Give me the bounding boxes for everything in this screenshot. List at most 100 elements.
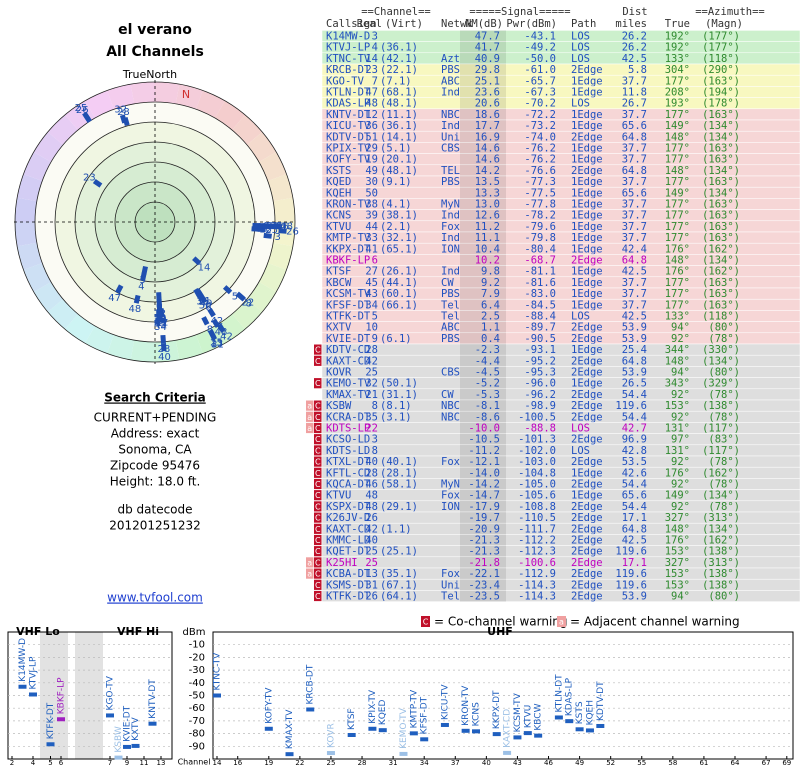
cell-virt: (42.1) (380, 53, 418, 65)
cell-magn: (80°) (708, 367, 740, 379)
cell-dist: 42.5 (622, 53, 647, 65)
cell-real: 48 (365, 98, 378, 110)
cell-true: 177° (665, 299, 690, 311)
cell-dist: 53.9 (622, 333, 647, 345)
warning-flag-letter: C (315, 592, 321, 601)
polar-label: 43 (154, 320, 167, 331)
cell-dist: 37.7 (622, 210, 647, 222)
cell-netwk: Uni (441, 131, 460, 143)
cell-nm: -8.6 (475, 411, 500, 423)
nm-column-shade (460, 310, 506, 322)
cell-pwr: -80.4 (524, 243, 556, 255)
cell-netwk: ABC (441, 75, 460, 87)
cell-pwr: -68.7 (524, 255, 556, 267)
cell-true: 131° (665, 445, 690, 457)
cell-netwk: Tel (441, 299, 460, 311)
station-bar (534, 733, 543, 738)
warning-flag (314, 512, 322, 523)
cell-pwr: -79.8 (524, 232, 556, 244)
cell-magn: (163°) (702, 109, 740, 121)
cell-true: 208° (665, 87, 690, 99)
cell-real: 3 (372, 434, 378, 446)
cell-callsign: KSMS-DT (326, 579, 371, 591)
station-label: KMTP-TV (409, 689, 419, 728)
cell-true: 176° (665, 243, 690, 255)
warning-flag (314, 400, 322, 411)
cell-path: 1Edge (571, 210, 603, 222)
cell-nm: 10.4 (475, 243, 500, 255)
cell-dist: 119.6 (615, 579, 647, 591)
cell-pwr: -105.6 (518, 490, 556, 502)
cell-magn: (78°) (708, 501, 740, 513)
cell-path: 1Edge (571, 154, 603, 166)
cell-magn: (138°) (702, 400, 740, 412)
cell-callsign: KAXT-CD (326, 355, 370, 367)
cell-virt: (36.1) (380, 42, 418, 54)
cell-pwr: -103.0 (518, 456, 556, 468)
cell-path: 2Edge (571, 512, 603, 524)
polar-marker (115, 284, 124, 294)
warning-flag-letter: a (307, 402, 312, 411)
cell-pwr: -76.2 (524, 143, 556, 155)
cell-path: 2Edge (571, 535, 603, 547)
nm-column-shade (460, 377, 506, 389)
cell-true: 176° (665, 266, 690, 278)
nm-column-shade (460, 243, 506, 255)
cell-netwk: CBS (441, 143, 460, 155)
nm-column-shade (460, 500, 506, 512)
cell-nm: 9.2 (481, 277, 500, 289)
column-header: Path (571, 18, 596, 30)
warning-flag (314, 344, 322, 355)
north-label: TrueNorth (122, 68, 177, 81)
x-tick-label: 28 (358, 759, 367, 767)
cell-magn: (162°) (702, 243, 740, 255)
cell-path: 1Edge (571, 176, 603, 188)
station-label: KCSM-TV (513, 692, 523, 732)
x-tick-label: 14 (213, 759, 222, 767)
column-header: (Virt) (385, 18, 423, 30)
polar-label: 31 (211, 340, 224, 351)
cell-pwr: -112.9 (518, 568, 556, 580)
cell-dist: 119.6 (615, 400, 647, 412)
cell-true: 327° (665, 557, 690, 569)
cell-pwr: -95.2 (524, 355, 556, 367)
cell-path: 1Edge (571, 344, 603, 356)
station-table: ==Channel== =====Signal===== Dist ==Azimuth… (306, 6, 800, 603)
warning-flag (306, 568, 314, 579)
cell-callsign: KMAX-TV (326, 389, 371, 401)
cell-magn: (78°) (708, 456, 740, 468)
nm-column-shade (460, 187, 506, 199)
station-bar (57, 717, 65, 722)
polar-marker (208, 331, 218, 341)
column-header: Pwr(dBm) (506, 18, 557, 30)
cell-netwk: Ind (441, 232, 460, 244)
site-link[interactable]: www.tvfool.com (107, 591, 203, 605)
nm-column-shade (460, 220, 506, 232)
cell-path: 2Edge (571, 355, 603, 367)
cell-nm: 40.9 (475, 53, 500, 65)
y-tick-label: -90 (189, 741, 205, 752)
cell-virt: (58.1) (380, 479, 418, 491)
nm-column-shade (460, 30, 506, 42)
cell-dist: 119.6 (615, 546, 647, 558)
cell-magn: (178°) (702, 98, 740, 110)
nm-column-shade (460, 556, 506, 568)
criteria-line: Address: exact (111, 427, 200, 441)
criteria-line: Sonoma, CA (118, 443, 192, 457)
cell-dist: 37.7 (622, 288, 647, 300)
cell-netwk: PBS (441, 176, 460, 188)
cell-callsign: KEMO-TV (326, 378, 371, 390)
warning-flag-letter: C (315, 536, 321, 545)
cell-callsign: KDTV-CD (326, 344, 370, 356)
band-label: VHF Lo (16, 625, 60, 638)
x-tick-label: 7 (108, 759, 112, 767)
cell-netwk: Ind (441, 120, 460, 132)
station-bar (148, 721, 157, 726)
group-header: ==Azimuth== (695, 6, 765, 18)
cell-dist: 37.7 (622, 154, 647, 166)
cell-dist: 26.2 (622, 31, 647, 43)
cell-dist: 37.7 (622, 221, 647, 233)
polar-label: 34 (154, 322, 167, 333)
nm-column-shade (460, 86, 506, 98)
